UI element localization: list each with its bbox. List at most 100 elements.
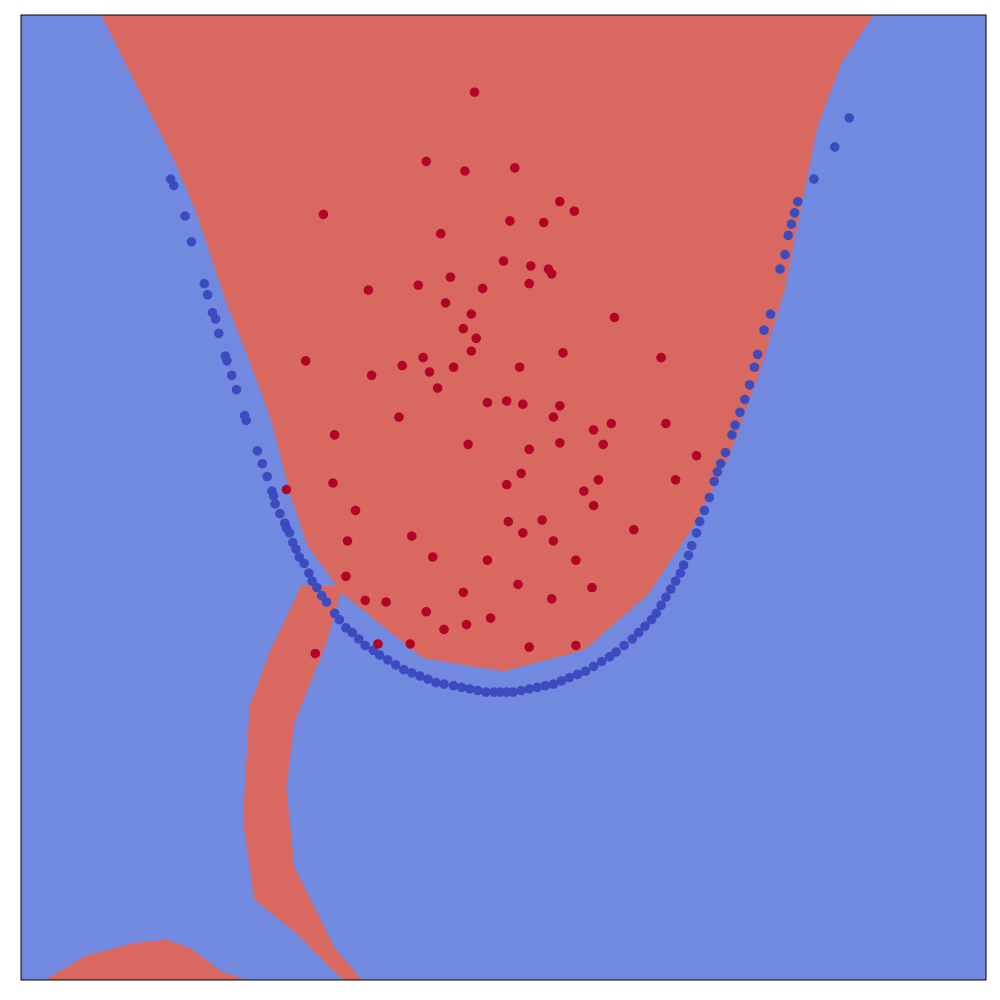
point-class-0	[226, 370, 237, 381]
point-class-1	[482, 555, 493, 565]
point-class-1	[281, 484, 292, 495]
point-class-0	[199, 278, 210, 289]
point-class-1	[593, 475, 604, 485]
decision-regions	[45, 15, 874, 980]
point-class-0	[789, 208, 800, 218]
point-class-0	[304, 568, 314, 578]
point-class-1	[458, 587, 469, 598]
point-class-1	[373, 639, 383, 649]
point-class-1	[524, 278, 534, 289]
point-class-0	[291, 544, 301, 554]
point-class-0	[347, 627, 358, 638]
point-class-0	[374, 650, 385, 660]
point-class-1	[524, 642, 534, 652]
point-class-0	[720, 447, 731, 458]
point-class-1	[516, 468, 526, 479]
point-class-0	[633, 627, 644, 638]
point-class-1	[366, 370, 377, 381]
point-class-1	[571, 640, 581, 651]
point-class-0	[704, 492, 715, 503]
point-class-1	[514, 362, 525, 373]
point-class-1	[394, 412, 404, 422]
point-class-0	[765, 309, 776, 319]
point-class-0	[210, 314, 221, 324]
point-class-0	[740, 394, 750, 405]
point-class-1	[518, 399, 528, 410]
point-class-0	[262, 471, 272, 482]
point-class-1	[461, 619, 472, 630]
point-class-0	[202, 290, 213, 300]
point-class-0	[431, 677, 441, 688]
point-class-1	[328, 478, 338, 488]
point-class-0	[666, 584, 676, 594]
point-class-0	[516, 685, 526, 696]
point-class-1	[466, 346, 477, 356]
point-class-0	[830, 142, 840, 152]
point-class-0	[354, 634, 364, 644]
point-class-1	[485, 613, 496, 623]
point-class-0	[809, 174, 819, 184]
point-class-0	[473, 685, 483, 696]
point-class-1	[691, 450, 702, 461]
point-class-0	[744, 380, 755, 390]
point-class-1	[458, 323, 469, 334]
point-class-1	[569, 206, 580, 216]
point-class-1	[407, 531, 417, 541]
point-class-1	[471, 333, 482, 344]
point-class-1	[427, 552, 438, 562]
point-class-0	[222, 356, 232, 366]
point-class-1	[524, 444, 534, 455]
point-class-1	[448, 362, 459, 373]
point-class-1	[397, 360, 408, 371]
point-class-0	[439, 679, 449, 689]
point-class-1	[579, 486, 589, 496]
point-class-1	[656, 352, 666, 363]
point-class-0	[334, 614, 345, 625]
point-class-1	[571, 555, 581, 565]
point-class-1	[360, 595, 371, 606]
point-class-0	[786, 219, 797, 229]
point-class-0	[241, 415, 251, 426]
point-class-1	[501, 396, 512, 406]
point-class-0	[588, 661, 599, 672]
point-class-0	[312, 582, 322, 593]
point-class-0	[268, 491, 279, 501]
point-class-0	[548, 679, 559, 689]
point-class-1	[526, 261, 536, 271]
point-class-0	[844, 113, 855, 123]
point-class-1	[555, 196, 565, 207]
point-class-1	[482, 397, 493, 408]
point-class-0	[699, 505, 710, 516]
point-class-1	[629, 524, 639, 535]
point-class-0	[390, 660, 401, 670]
point-class-1	[555, 401, 565, 411]
point-class-1	[670, 475, 681, 485]
region-class-1-3	[45, 939, 247, 980]
point-class-0	[730, 420, 740, 430]
point-class-0	[712, 467, 723, 477]
point-class-0	[596, 656, 607, 667]
point-class-1	[538, 217, 549, 228]
point-class-1	[421, 156, 432, 167]
point-class-1	[341, 571, 351, 582]
point-class-0	[727, 430, 737, 440]
point-class-0	[214, 328, 224, 339]
point-class-0	[709, 476, 719, 487]
point-class-0	[481, 687, 491, 697]
point-class-1	[436, 228, 446, 239]
point-class-0	[456, 682, 467, 693]
point-class-0	[524, 684, 534, 694]
point-class-1	[546, 269, 557, 279]
point-class-1	[363, 285, 374, 295]
point-class-1	[445, 272, 456, 283]
point-class-0	[759, 325, 769, 336]
point-class-1	[546, 594, 557, 604]
point-class-0	[423, 674, 433, 684]
point-class-1	[381, 597, 391, 607]
point-class-0	[691, 528, 702, 538]
region-class-1-1	[101, 15, 874, 672]
point-class-0	[670, 576, 681, 586]
point-class-1	[510, 163, 520, 173]
point-class-0	[694, 516, 705, 527]
